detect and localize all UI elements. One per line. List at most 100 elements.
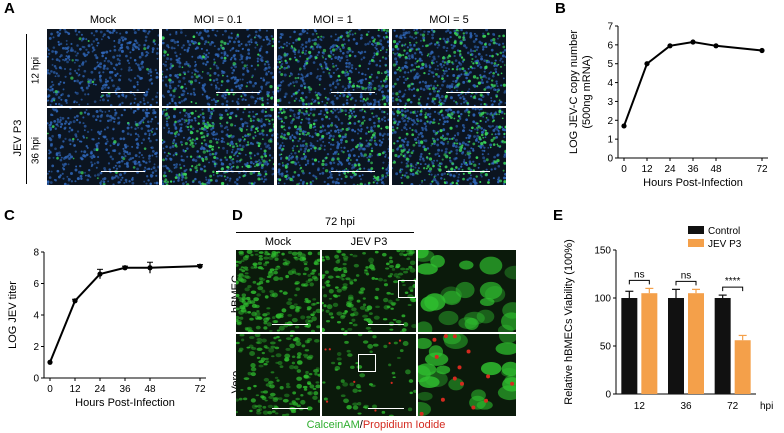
panel-e-sig-label: ns <box>634 269 645 280</box>
panel-d-divider <box>236 232 414 233</box>
panel-d-image-zoom-hbmec <box>418 250 516 332</box>
panel-b-x-tick-label: 36 <box>687 164 699 175</box>
panel-b-y-tick-label: 3 <box>607 97 613 108</box>
panel-c-y-tick-label: 8 <box>33 248 39 259</box>
panel-b-y-tick-label: 6 <box>607 40 613 51</box>
panel-b-ylabel: (500ng mRNA) <box>581 55 593 128</box>
panel-b-point <box>759 47 765 54</box>
panel-d-stain-legend: CalceinAM/Propidium Iodide <box>236 419 516 431</box>
panel-d-image-mock-hbmec <box>236 250 320 332</box>
scale-bar <box>216 171 260 172</box>
panel-c-point <box>72 298 78 304</box>
panel-b-y-tick-label: 2 <box>607 116 613 127</box>
panel-b-x-tick-label: 48 <box>710 164 722 175</box>
panel-c-point <box>197 263 203 269</box>
panel-c-ylabel: LOG JEV titer <box>7 281 19 349</box>
panel-c-x-tick-label: 24 <box>94 384 106 395</box>
zoom-region-box <box>358 354 376 372</box>
zoom-region-box <box>398 280 416 298</box>
panel-b-letter: B <box>555 0 566 17</box>
panel-a-row-36hpi: 36 hpi <box>30 136 42 165</box>
stain-separator: / <box>359 419 363 431</box>
scale-bar <box>368 324 404 325</box>
panel-c-y-tick-label: 2 <box>33 342 39 353</box>
panel-b-x-tick-label: 0 <box>621 164 627 175</box>
panel-e-sig-bracket <box>675 280 697 286</box>
panel-b-point <box>713 43 719 49</box>
panel-c-x-tick-label: 12 <box>69 384 81 395</box>
panel-e-letter: E <box>553 207 564 224</box>
stain-calcein: CalceinAM <box>306 419 360 431</box>
panel-d-col-jev: JEV P3 <box>350 236 388 248</box>
panel-e-sig-label: ns <box>681 270 692 281</box>
panel-e-bar <box>714 298 731 394</box>
scale-bar <box>331 92 375 93</box>
panel-e-legend-swatch <box>688 226 704 234</box>
panel-d-image-jev-hbmec <box>322 250 416 332</box>
panel-a-row-12hpi: 12 hpi <box>30 56 42 85</box>
scale-bar <box>216 92 260 93</box>
panel-a-image-36hpi-1 <box>162 108 274 185</box>
panel-e-x-tick-label: 36 <box>680 401 692 412</box>
panel-c-x-tick-label: 0 <box>47 384 53 395</box>
panel-c-point <box>97 271 103 277</box>
panel-b-x-tick-label: 24 <box>664 164 676 175</box>
panel-e-y-tick-label: 150 <box>594 246 611 257</box>
panel-e-bar <box>621 298 638 394</box>
scale-bar <box>101 92 145 93</box>
scale-bar <box>446 171 490 172</box>
panel-c-y-tick-label: 6 <box>33 279 39 290</box>
panel-d-image-mock-vero <box>236 334 320 416</box>
panel-e-bar <box>688 293 704 394</box>
panel-a-col-moi1: MOI = 1 <box>313 14 353 26</box>
panel-b-point <box>644 61 650 67</box>
scale-bar <box>331 171 375 172</box>
panel-a-image-36hpi-0 <box>47 108 159 185</box>
panel-c-y-tick-label: 0 <box>33 374 39 385</box>
panel-b-xlabel: Hours Post-Infection <box>643 177 743 189</box>
panel-c-point <box>47 359 53 365</box>
panel-a-image-12hpi-3 <box>392 29 506 106</box>
panel-e-bar <box>734 340 751 394</box>
panel-a-col-moi01: MOI = 0.1 <box>193 14 243 26</box>
stain-pi: Propidium Iodide <box>362 419 446 431</box>
panel-a-image-12hpi-2 <box>277 29 389 106</box>
panel-a-group-text: JEV P3 <box>12 119 24 157</box>
panel-b-y-tick-label: 5 <box>607 59 613 70</box>
panel-e-sig-bracket <box>628 279 650 285</box>
panel-a-image-12hpi-1 <box>162 29 274 106</box>
panel-d-col-mock: Mock <box>264 236 292 248</box>
panel-a-group-label: JEV P3 <box>6 110 28 170</box>
panel-b-x-tick-label: 12 <box>641 164 653 175</box>
panel-c-point <box>122 265 128 271</box>
panel-e-y-tick-label: 0 <box>605 390 611 401</box>
panel-e-x-unit: hpi <box>760 401 773 412</box>
panel-b-y-tick-label: 7 <box>607 22 613 33</box>
panel-b-point <box>690 39 696 45</box>
panel-a-image-36hpi-3 <box>392 108 506 185</box>
panel-e-sig-label: **** <box>725 276 741 287</box>
panel-c-x-tick-label: 48 <box>144 384 156 395</box>
panel-c-letter: C <box>4 207 15 224</box>
panel-a-letter: A <box>4 0 15 17</box>
panel-b-ylabel: LOG JEV-C copy number <box>568 30 580 154</box>
panel-b-y-tick-label: 4 <box>607 78 613 89</box>
panel-b-series-line <box>623 41 763 127</box>
scale-bar <box>101 171 145 172</box>
panel-b-y-tick-label: 1 <box>607 135 613 146</box>
panel-e-y-tick-label: 100 <box>594 294 611 305</box>
panel-b-y-tick-label: 0 <box>607 154 613 165</box>
panel-c-x-tick-label: 72 <box>194 384 206 395</box>
panel-e-bar <box>668 298 684 394</box>
panel-b-point <box>667 43 673 49</box>
panel-a-group-bracket <box>26 34 27 184</box>
panel-d-letter: D <box>232 207 243 224</box>
panel-e-legend-swatch <box>688 239 704 247</box>
panel-e-x-tick-label: 12 <box>634 401 646 412</box>
panel-a-col-moi5: MOI = 5 <box>429 14 469 26</box>
panel-d-timepoint: 72 hpi <box>325 216 355 228</box>
panel-e-sig-bracket <box>722 286 744 292</box>
panel-d-image-zoom-vero <box>418 334 516 416</box>
panel-d-image-jev-vero <box>322 334 416 416</box>
